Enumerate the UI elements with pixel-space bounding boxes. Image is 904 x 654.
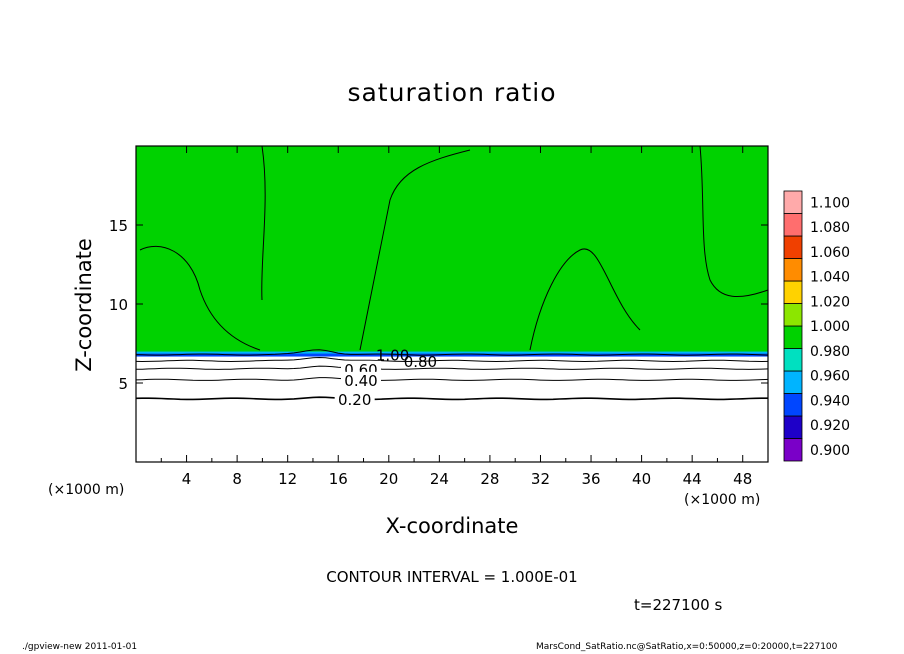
x-tick-label: 44 — [683, 470, 702, 488]
boundary-fringe-cyan — [136, 351, 768, 354]
contour-label-1.00: 1.00 — [376, 347, 409, 365]
x-tick-label: 4 — [182, 470, 192, 488]
chart-title: saturation ratio — [347, 78, 557, 107]
colorbar-swatch — [783, 325, 803, 349]
contour-line-0.60 — [135, 365, 769, 370]
footer-source: MarsCond_SatRatio.nc@SatRatio,x=0:50000,… — [536, 642, 838, 652]
x-tick-label: 48 — [733, 470, 752, 488]
x-tick-label: 24 — [430, 470, 449, 488]
colorbar-swatch — [783, 415, 803, 439]
contour-line-upper-1 — [261, 145, 266, 301]
contour-lines: 1.000.800.600.400.20 — [135, 145, 769, 409]
contour-label-0.80: 0.80 — [404, 353, 437, 371]
x-tick-label: 8 — [232, 470, 242, 488]
x-tick-label: 32 — [531, 470, 550, 488]
contour-line-0.40 — [135, 377, 769, 381]
footer-program: ./gpview-new 2011-01-01 — [22, 642, 138, 652]
x-tick-label: 12 — [278, 470, 297, 488]
contour-line-upper-3 — [529, 248, 641, 351]
x-tick-label: 28 — [480, 470, 499, 488]
colorbar-label: 0.940 — [810, 393, 850, 409]
subsaturated-region — [136, 354, 768, 462]
y-tick-label: 15 — [109, 217, 128, 235]
colorbar-swatch — [783, 280, 803, 304]
colorbar-label: 0.980 — [810, 344, 850, 360]
x-tick-label: 36 — [581, 470, 600, 488]
colorbar-label: 1.020 — [810, 294, 850, 310]
saturation-field — [136, 146, 768, 462]
colorbar-swatch — [783, 348, 803, 372]
colorbar-label: 1.040 — [810, 270, 850, 286]
colorbar: 0.900 0.920 0.940 0.960 0.980 1.000 1.020 1.040… — [783, 190, 850, 462]
colorbar-swatch — [783, 258, 803, 282]
contour-interval-note: CONTOUR INTERVAL = 1.000E-01 — [326, 568, 578, 586]
contour-label-bg — [334, 390, 375, 406]
colorbar-swatch — [783, 213, 803, 237]
y-tick-label: 5 — [118, 375, 128, 393]
colorbar-swatch — [783, 393, 803, 417]
colorbar-label: 0.920 — [810, 418, 850, 434]
contour-line-0.20 — [135, 396, 768, 401]
boundary-fringe — [136, 353, 768, 357]
colorbar-swatch — [783, 370, 803, 394]
colorbar-swatch — [783, 303, 803, 327]
contour-line-upper-4 — [699, 145, 769, 298]
x-tick-label: 16 — [329, 470, 348, 488]
contour-line-upper-0 — [139, 245, 261, 351]
x-tick-label: 20 — [379, 470, 398, 488]
x-tick-label: 40 — [632, 470, 651, 488]
colorbar-swatch — [783, 190, 803, 214]
contour-line-1.00 — [135, 349, 769, 356]
time-stamp: t=227100 s — [634, 596, 723, 614]
colorbar-swatch — [783, 235, 803, 259]
contour-label-0.40: 0.40 — [344, 372, 377, 390]
contour-label-bg — [340, 371, 381, 387]
y-tick-label: 10 — [109, 296, 128, 314]
colorbar-label: 1.080 — [810, 220, 850, 236]
y-axis-label: Z-coordinate — [72, 238, 96, 372]
colorbar-swatch — [783, 438, 803, 462]
x-axis-label: X-coordinate — [385, 514, 519, 538]
colorbar-label: 1.060 — [810, 245, 850, 261]
colorbar-label: 0.960 — [810, 369, 850, 385]
x-axis-unit-left: (×1000 m) — [48, 482, 125, 498]
contour-line-0.80 — [135, 356, 769, 363]
contour-label-0.20: 0.20 — [338, 391, 371, 409]
contour-line-upper-2 — [359, 149, 471, 351]
x-axis-unit-right: (×1000 m) — [684, 492, 761, 508]
colorbar-label: 1.100 — [810, 195, 850, 211]
colorbar-label: 1.000 — [810, 319, 850, 335]
saturated-region — [136, 146, 768, 355]
colorbar-label: 0.900 — [810, 443, 850, 459]
